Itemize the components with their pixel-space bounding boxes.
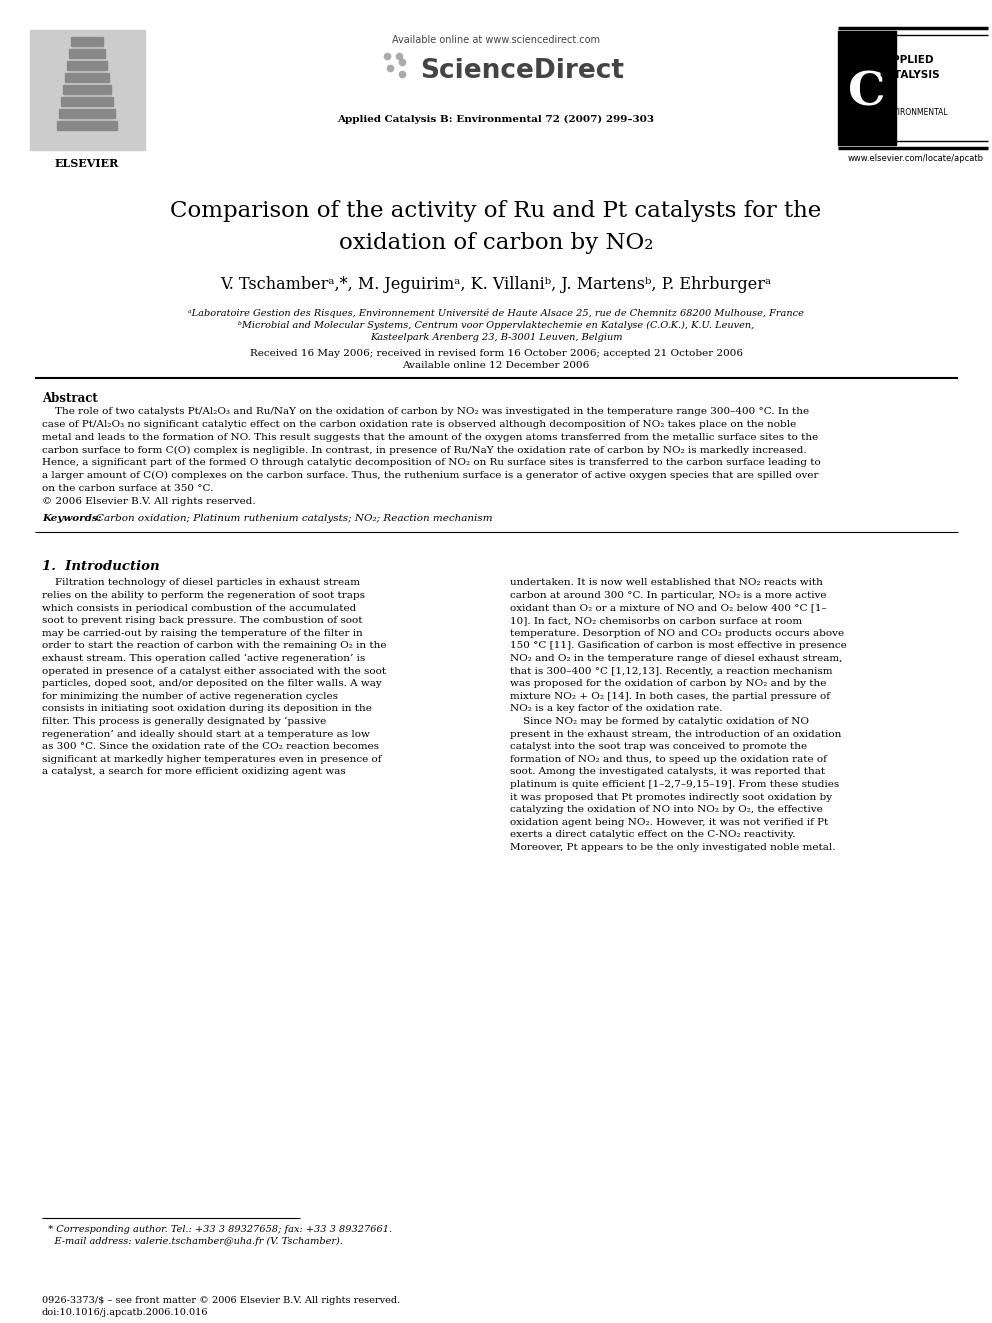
Text: carbon at around 300 °C. In particular, NO₂ is a more active: carbon at around 300 °C. In particular, …: [510, 591, 826, 601]
Text: Kasteelpark Arenberg 23, B-3001 Leuven, Belgium: Kasteelpark Arenberg 23, B-3001 Leuven, …: [370, 333, 622, 343]
Text: oxidant than O₂ or a mixture of NO and O₂ below 400 °C [1–: oxidant than O₂ or a mixture of NO and O…: [510, 603, 826, 613]
Text: consists in initiating soot oxidation during its deposition in the: consists in initiating soot oxidation du…: [42, 704, 372, 713]
Text: temperature. Desorption of NO and CO₂ products occurs above: temperature. Desorption of NO and CO₂ pr…: [510, 628, 844, 638]
Text: ELSEVIER: ELSEVIER: [55, 157, 119, 169]
Text: Filtration technology of diesel particles in exhaust stream: Filtration technology of diesel particle…: [42, 578, 360, 587]
Text: 0926-3373/$ – see front matter © 2006 Elsevier B.V. All rights reserved.: 0926-3373/$ – see front matter © 2006 El…: [42, 1297, 400, 1304]
Bar: [838, 30, 896, 146]
Text: www.elsevier.com/locate/apcatb: www.elsevier.com/locate/apcatb: [848, 153, 984, 163]
Text: as 300 °C. Since the oxidation rate of the CO₂ reaction becomes: as 300 °C. Since the oxidation rate of t…: [42, 742, 379, 751]
Text: The role of two catalysts Pt/Al₂O₃ and Ru/NaY on the oxidation of carbon by NO₂ : The role of two catalysts Pt/Al₂O₃ and R…: [42, 407, 809, 415]
Text: NO₂ and O₂ in the temperature range of diesel exhaust stream,: NO₂ and O₂ in the temperature range of d…: [510, 654, 842, 663]
Text: oxidation agent being NO₂. However, it was not verified if Pt: oxidation agent being NO₂. However, it w…: [510, 818, 828, 827]
Text: catalyst into the soot trap was conceived to promote the: catalyst into the soot trap was conceive…: [510, 742, 807, 751]
Text: V. Tschamberᵃ,*, M. Jeguirimᵃ, K. Villaniᵇ, J. Martensᵇ, P. Ehrburgerᵃ: V. Tschamberᵃ,*, M. Jeguirimᵃ, K. Villan…: [220, 277, 772, 292]
Text: filter. This process is generally designated by ‘passive: filter. This process is generally design…: [42, 717, 326, 726]
Text: exhaust stream. This operation called ‘active regeneration’ is: exhaust stream. This operation called ‘a…: [42, 654, 365, 663]
Bar: [69, 49, 105, 58]
Text: which consists in periodical combustion of the accumulated: which consists in periodical combustion …: [42, 603, 356, 613]
Text: operated in presence of a catalyst either associated with the soot: operated in presence of a catalyst eithe…: [42, 667, 386, 676]
Text: Applied Catalysis B: Environmental 72 (2007) 299–303: Applied Catalysis B: Environmental 72 (2…: [337, 115, 655, 124]
Text: Carbon oxidation; Platinum ruthenium catalysts; NO₂; Reaction mechanism: Carbon oxidation; Platinum ruthenium cat…: [96, 515, 493, 524]
Text: platinum is quite efficient [1–2,7–9,15–19]. From these studies: platinum is quite efficient [1–2,7–9,15–…: [510, 781, 839, 789]
Text: catalyzing the oxidation of NO into NO₂ by O₂, the effective: catalyzing the oxidation of NO into NO₂ …: [510, 806, 822, 814]
Bar: [30, 30, 145, 149]
Text: order to start the reaction of carbon with the remaining O₂ in the: order to start the reaction of carbon wi…: [42, 642, 387, 651]
Text: APPLIED: APPLIED: [885, 56, 934, 65]
Bar: [63, 85, 111, 94]
Text: that is 300–400 °C [1,12,13]. Recently, a reaction mechanism: that is 300–400 °C [1,12,13]. Recently, …: [510, 667, 832, 676]
Text: was proposed for the oxidation of carbon by NO₂ and by the: was proposed for the oxidation of carbon…: [510, 679, 826, 688]
Text: B: ENVIRONMENTAL: B: ENVIRONMENTAL: [872, 108, 947, 116]
Text: particles, doped soot, and/or deposited on the filter walls. A way: particles, doped soot, and/or deposited …: [42, 679, 382, 688]
Text: © 2006 Elsevier B.V. All rights reserved.: © 2006 Elsevier B.V. All rights reserved…: [42, 496, 256, 505]
Text: case of Pt/Al₂O₃ no significant catalytic effect on the carbon oxidation rate is: case of Pt/Al₂O₃ no significant catalyti…: [42, 419, 797, 429]
Bar: [61, 97, 113, 106]
Text: soot. Among the investigated catalysts, it was reported that: soot. Among the investigated catalysts, …: [510, 767, 825, 777]
Text: a catalyst, a search for more efficient oxidizing agent was: a catalyst, a search for more efficient …: [42, 767, 346, 777]
Text: exerts a direct catalytic effect on the C-NO₂ reactivity.: exerts a direct catalytic effect on the …: [510, 831, 796, 839]
Text: 1.  Introduction: 1. Introduction: [42, 561, 160, 573]
Text: may be carried-out by raising the temperature of the filter in: may be carried-out by raising the temper…: [42, 628, 363, 638]
Text: regeneration’ and ideally should start at a temperature as low: regeneration’ and ideally should start a…: [42, 729, 370, 738]
Text: doi:10.1016/j.apcatb.2006.10.016: doi:10.1016/j.apcatb.2006.10.016: [42, 1308, 208, 1316]
Text: Moreover, Pt appears to be the only investigated noble metal.: Moreover, Pt appears to be the only inve…: [510, 843, 835, 852]
Text: metal and leads to the formation of NO. This result suggests that the amount of : metal and leads to the formation of NO. …: [42, 433, 818, 442]
Text: on the carbon surface at 350 °C.: on the carbon surface at 350 °C.: [42, 484, 213, 492]
Bar: [65, 73, 109, 82]
Text: a larger amount of C(O) complexes on the carbon surface. Thus, the ruthenium sur: a larger amount of C(O) complexes on the…: [42, 471, 818, 480]
Text: it was proposed that Pt promotes indirectly soot oxidation by: it was proposed that Pt promotes indirec…: [510, 792, 832, 802]
Text: Hence, a significant part of the formed O through catalytic decomposition of NO₂: Hence, a significant part of the formed …: [42, 458, 820, 467]
Text: Comparison of the activity of Ru and Pt catalysts for the: Comparison of the activity of Ru and Pt …: [171, 200, 821, 222]
Bar: [59, 108, 115, 118]
Text: CATALYSIS: CATALYSIS: [880, 70, 940, 79]
Text: ᵃLaboratoire Gestion des Risques, Environnement Université de Haute Alsace 25, r: ᵃLaboratoire Gestion des Risques, Enviro…: [188, 308, 804, 318]
Text: carbon surface to form C(O) complex is negligible. In contrast, in presence of R: carbon surface to form C(O) complex is n…: [42, 446, 806, 455]
Text: 10]. In fact, NO₂ chemisorbs on carbon surface at room: 10]. In fact, NO₂ chemisorbs on carbon s…: [510, 617, 803, 626]
Text: undertaken. It is now well established that NO₂ reacts with: undertaken. It is now well established t…: [510, 578, 823, 587]
Text: ᵇMicrobial and Molecular Systems, Centrum voor Oppervlaktechemie en Katalyse (C.: ᵇMicrobial and Molecular Systems, Centru…: [238, 321, 754, 331]
Text: oxidation of carbon by NO₂: oxidation of carbon by NO₂: [338, 232, 654, 254]
Text: for minimizing the number of active regeneration cycles: for minimizing the number of active rege…: [42, 692, 338, 701]
Text: formation of NO₂ and thus, to speed up the oxidation rate of: formation of NO₂ and thus, to speed up t…: [510, 755, 827, 763]
Text: significant at markedly higher temperatures even in presence of: significant at markedly higher temperatu…: [42, 755, 382, 763]
Bar: [67, 61, 107, 70]
Text: C: C: [848, 69, 886, 115]
Text: Available online 12 December 2006: Available online 12 December 2006: [403, 361, 589, 370]
Text: present in the exhaust stream, the introduction of an oxidation: present in the exhaust stream, the intro…: [510, 729, 841, 738]
Text: 150 °C [11]. Gasification of carbon is most effective in presence: 150 °C [11]. Gasification of carbon is m…: [510, 642, 847, 651]
Text: Abstract: Abstract: [42, 392, 98, 405]
Text: NO₂ is a key factor of the oxidation rate.: NO₂ is a key factor of the oxidation rat…: [510, 704, 722, 713]
Text: soot to prevent rising back pressure. The combustion of soot: soot to prevent rising back pressure. Th…: [42, 617, 362, 626]
Text: mixture NO₂ + O₂ [14]. In both cases, the partial pressure of: mixture NO₂ + O₂ [14]. In both cases, th…: [510, 692, 830, 701]
Text: * Corresponding author. Tel.: +33 3 89327658; fax: +33 3 89327661.: * Corresponding author. Tel.: +33 3 8932…: [42, 1225, 392, 1234]
Bar: [57, 120, 117, 130]
Text: Keywords:: Keywords:: [42, 515, 109, 524]
Text: E-mail address: valerie.tschamber@uha.fr (V. Tschamber).: E-mail address: valerie.tschamber@uha.fr…: [42, 1237, 343, 1246]
Bar: [71, 37, 103, 46]
Text: ScienceDirect: ScienceDirect: [420, 58, 624, 83]
Text: Available online at www.sciencedirect.com: Available online at www.sciencedirect.co…: [392, 34, 600, 45]
Text: Received 16 May 2006; received in revised form 16 October 2006; accepted 21 Octo: Received 16 May 2006; received in revise…: [250, 349, 742, 359]
Text: relies on the ability to perform the regeneration of soot traps: relies on the ability to perform the reg…: [42, 591, 365, 601]
Text: Since NO₂ may be formed by catalytic oxidation of NO: Since NO₂ may be formed by catalytic oxi…: [510, 717, 809, 726]
